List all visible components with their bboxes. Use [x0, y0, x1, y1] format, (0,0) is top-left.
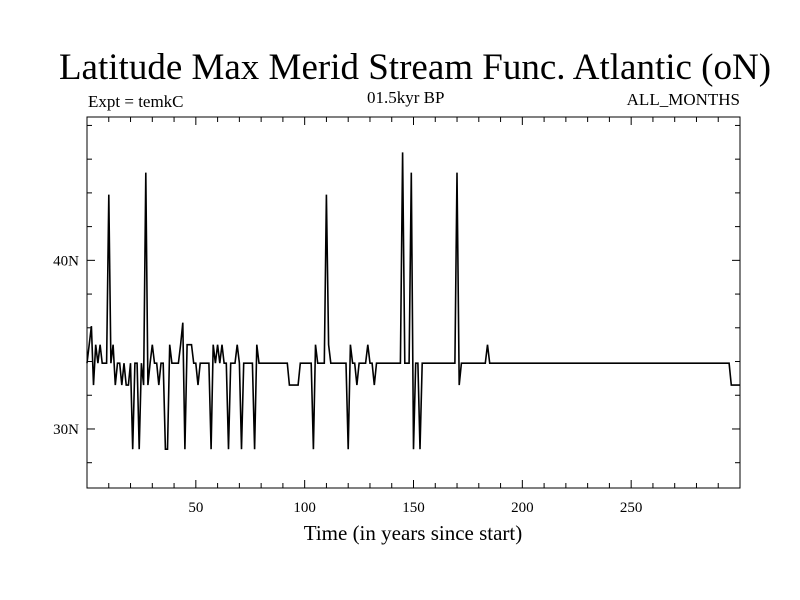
y-axis-tick-labels: 30N 40N — [53, 253, 79, 438]
period-label: 01.5kyr BP — [367, 88, 445, 107]
x-tick-label: 50 — [188, 500, 203, 516]
x-tick-label: 150 — [402, 500, 425, 516]
x-axis-label: Time (in years since start) — [304, 521, 523, 545]
experiment-label: Expt = temkC — [88, 92, 184, 111]
x-tick-label: 250 — [620, 500, 643, 516]
x-tick-label: 200 — [511, 500, 534, 516]
y-tick-label: 30N — [53, 422, 79, 438]
y-tick-label: 40N — [53, 253, 79, 269]
y-axis-ticks — [87, 124, 740, 464]
x-tick-label: 100 — [293, 500, 316, 516]
x-axis-ticks — [108, 117, 719, 488]
months-label: ALL_MONTHS — [626, 90, 740, 109]
series-line — [86, 152, 740, 450]
x-axis-tick-labels: 50 100 150 200 250 — [188, 500, 642, 516]
chart-title: Latitude Max Merid Stream Func. Atlantic… — [58, 47, 772, 88]
